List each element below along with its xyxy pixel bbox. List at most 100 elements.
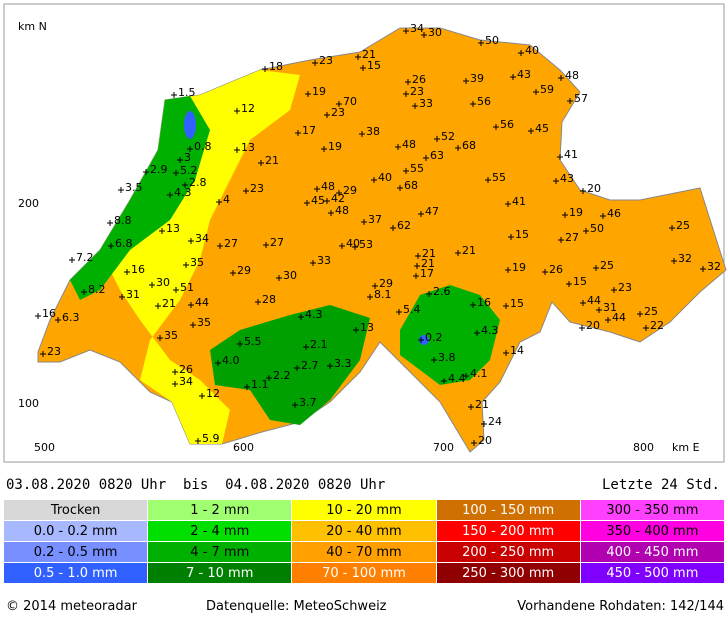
station-value: 17 — [420, 267, 434, 280]
station-marker — [352, 244, 358, 250]
station-value: 16 — [477, 296, 491, 309]
station-value: 25 — [600, 259, 614, 272]
station-value: 45 — [535, 122, 549, 135]
station-marker — [107, 220, 113, 226]
station-value: 28 — [262, 293, 276, 306]
station-marker — [361, 219, 367, 225]
station-marker — [328, 210, 334, 216]
station-value: 25 — [644, 305, 658, 318]
station-value: 13 — [360, 321, 374, 334]
station-marker — [167, 192, 173, 198]
station-value: 63 — [430, 149, 444, 162]
station-value: 12 — [241, 102, 255, 115]
station-value: 2.2 — [273, 369, 291, 382]
station-marker — [314, 186, 320, 192]
station-value: 35 — [197, 316, 211, 329]
station-value: 4.3 — [174, 186, 192, 199]
station-value: 21 — [462, 244, 476, 257]
station-value: 29 — [343, 184, 357, 197]
station-marker — [421, 32, 427, 38]
station-marker — [234, 108, 240, 114]
station-marker — [558, 237, 564, 243]
station-marker — [596, 307, 602, 313]
station-marker — [505, 201, 511, 207]
station-value: 2.6 — [433, 285, 451, 298]
station-marker — [405, 79, 411, 85]
station-marker — [503, 350, 509, 356]
station-marker — [298, 314, 304, 320]
station-value: 30 — [283, 269, 297, 282]
station-marker — [700, 266, 706, 272]
station-value: 19 — [569, 206, 583, 219]
station-marker — [244, 384, 250, 390]
station-value: 34 — [195, 232, 209, 245]
station-value: 33 — [317, 254, 331, 267]
station-value: 41 — [512, 195, 526, 208]
station-marker — [157, 335, 163, 341]
station-value: 57 — [574, 92, 588, 105]
station-marker — [216, 199, 222, 205]
station-value: 29 — [237, 264, 251, 277]
station-marker — [557, 154, 563, 160]
station-value: 20 — [587, 182, 601, 195]
station-marker — [172, 381, 178, 387]
legend-entry: 0.5 - 1.0 mm — [2, 562, 149, 584]
station-marker — [353, 327, 359, 333]
station-marker — [237, 341, 243, 347]
station-marker — [171, 92, 177, 98]
station-value: 5.2 — [180, 164, 198, 177]
station-value: 48 — [321, 180, 335, 193]
station-value: 44 — [195, 296, 209, 309]
station-marker — [503, 303, 509, 309]
station-value: 40 — [378, 171, 392, 184]
station-marker — [395, 144, 401, 150]
station-marker — [593, 265, 599, 271]
station-marker — [81, 289, 87, 295]
station-marker — [403, 91, 409, 97]
station-value: 6.3 — [62, 311, 80, 324]
legend-entry: 1 - 2 mm — [147, 499, 293, 521]
station-marker — [118, 187, 124, 193]
station-value: 40 — [525, 44, 539, 57]
station-value: 2.7 — [301, 359, 319, 372]
station-marker — [426, 291, 432, 297]
axis-label: 100 — [18, 397, 39, 410]
station-marker — [396, 309, 402, 315]
station-value: 34 — [410, 22, 424, 35]
station-value: 23 — [250, 182, 264, 195]
station-value: 39 — [470, 72, 484, 85]
station-value: 32 — [678, 252, 692, 265]
station-marker — [173, 170, 179, 176]
station-marker — [336, 101, 342, 107]
station-value: 23 — [410, 85, 424, 98]
station-marker — [403, 168, 409, 174]
station-marker — [423, 155, 429, 161]
station-value: 21 — [162, 297, 176, 310]
period-bar: 03.08.2020 0820 Uhr bis 04.08.2020 0820 … — [0, 474, 728, 498]
station-value: 4.1 — [470, 367, 488, 380]
station-value: 45 — [311, 194, 325, 207]
legend-entry: 100 - 150 mm — [435, 499, 581, 521]
station-marker — [455, 250, 461, 256]
station-value: 15 — [573, 275, 587, 288]
station-value: 1.1 — [251, 378, 269, 391]
station-marker — [149, 282, 155, 288]
station-value: 55 — [410, 162, 424, 175]
station-value: 50 — [485, 34, 499, 47]
station-marker — [234, 147, 240, 153]
station-marker — [324, 112, 330, 118]
station-marker — [312, 60, 318, 66]
station-value: 50 — [590, 222, 604, 235]
station-value: 19 — [312, 85, 326, 98]
station-value: 35 — [164, 329, 178, 342]
station-marker — [510, 74, 516, 80]
station-value: 2.1 — [310, 338, 328, 351]
station-value: 62 — [397, 219, 411, 232]
station-value: 8.1 — [374, 288, 392, 301]
station-marker — [485, 177, 491, 183]
station-marker — [470, 101, 476, 107]
station-marker — [159, 228, 165, 234]
station-value: 59 — [540, 83, 554, 96]
legend-entry: 200 - 250 mm — [435, 541, 581, 563]
footer: © 2014 meteoradar Datenquelle: MeteoSchw… — [0, 598, 728, 618]
